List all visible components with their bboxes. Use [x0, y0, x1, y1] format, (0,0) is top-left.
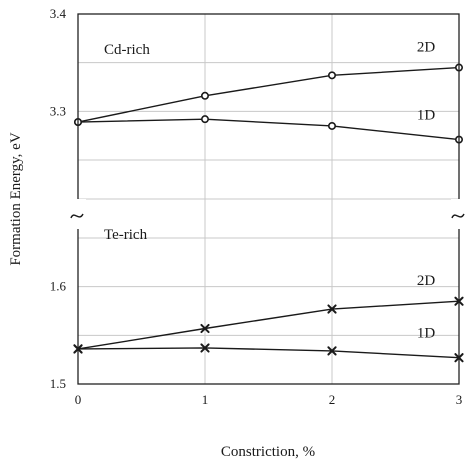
x-tick-label: 1 — [202, 392, 209, 407]
axis-break-right-mark — [451, 213, 465, 219]
chart-grid — [78, 14, 459, 384]
x-axis-title: Constriction, % — [221, 444, 315, 460]
series-line — [77, 66, 460, 123]
y-tick-label: 3.4 — [50, 6, 67, 21]
tick-labels: 0 1 2 3 3.4 3.3 1.6 1.5 — [50, 6, 463, 407]
x-tick-label: 3 — [456, 392, 463, 407]
data-point-x — [200, 343, 210, 353]
chart-series — [73, 63, 464, 363]
y-tick-label: 1.5 — [50, 376, 66, 391]
series-name-label: 1D — [417, 326, 436, 342]
series-name-label: 2D — [417, 273, 436, 289]
y-tick-label: 1.6 — [50, 279, 67, 294]
data-point-circle — [201, 91, 210, 100]
series-line — [77, 300, 460, 350]
series-name-label: 2D — [417, 40, 436, 56]
x-tick-label: 2 — [329, 392, 336, 407]
data-point-circle — [327, 121, 336, 130]
series-line — [77, 347, 460, 359]
data-point-x — [327, 304, 337, 314]
panel-label: Cd-rich — [104, 42, 150, 58]
data-point-circle — [327, 71, 336, 80]
panel-label: Te-rich — [104, 227, 148, 243]
y-tick-label: 3.3 — [50, 103, 66, 118]
data-point-circle — [201, 115, 210, 124]
axis-break — [70, 199, 467, 229]
series-labels: Cd-rich 2D 1D Te-rich 2D 1D — [104, 40, 435, 342]
y-axis-title: Formation Energy, eV — [8, 132, 24, 265]
series-line — [77, 118, 460, 141]
series-name-label: 1D — [417, 108, 436, 124]
data-point-x — [200, 323, 210, 334]
axis-break-left-mark — [70, 213, 84, 219]
data-point-x — [327, 346, 337, 356]
x-tick-label: 0 — [75, 392, 82, 407]
